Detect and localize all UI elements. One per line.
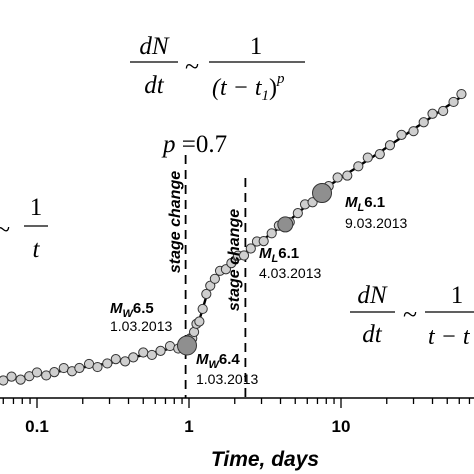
data-point [197, 303, 208, 315]
major-event-marker [277, 216, 294, 233]
data-point [362, 152, 373, 163]
x-axis-label: Time, days [211, 448, 319, 471]
event-date-mw64: 1.03.2013 [196, 371, 258, 387]
x-tick-label: 10 [332, 417, 351, 436]
event-label-mw64: MW6.4 [196, 351, 240, 371]
data-point [408, 126, 419, 137]
formula-top-den: dt [144, 72, 165, 99]
data-point [92, 361, 103, 373]
data-point [456, 88, 467, 100]
data-point [6, 371, 17, 382]
data-point [266, 228, 277, 239]
data-point [438, 105, 449, 117]
data-point [201, 288, 212, 300]
formula-right-den: dt [362, 321, 383, 348]
data-point [258, 236, 269, 247]
major-event-marker [312, 182, 333, 203]
formula-right-frac-den: t − t [428, 324, 471, 350]
formula-left-num: 1 [30, 194, 43, 221]
data-point [353, 161, 364, 172]
event-annotations: MW6.5 1.03.2013 MW6.4 1.03.2013 ML6.1 4.… [110, 194, 407, 387]
formula-top-frac-den: (t − t1)p [212, 71, 285, 104]
data-point [427, 108, 438, 119]
stage-change-label-2: stage change [226, 209, 243, 311]
formula-left-tilde: ~ [0, 215, 10, 244]
data-point [15, 374, 26, 385]
formula-top-num: dN [139, 33, 170, 60]
x-axis-ticks: 0.1 1 10 [2, 398, 471, 436]
x-tick-label: 0.1 [25, 417, 49, 436]
event-date-mw65: 1.03.2013 [110, 318, 172, 334]
p-label: p =0.7 [161, 131, 227, 158]
data-point [102, 358, 113, 369]
data-point [31, 367, 43, 378]
formula-right-frac-num: 1 [451, 282, 464, 309]
data-point [238, 250, 250, 261]
formula-left: ~ 1 t [0, 194, 48, 263]
data-point [332, 172, 343, 183]
data-point [448, 96, 459, 108]
x-tick-label: 1 [184, 417, 193, 436]
data-point [209, 273, 220, 284]
data-point [245, 243, 256, 254]
formula-left-den: t [33, 236, 41, 263]
data-point [138, 347, 149, 358]
data-point [128, 352, 139, 363]
formula-right-num: dN [357, 282, 388, 309]
data-point [292, 208, 303, 219]
event-label-mw65: MW6.5 [110, 300, 154, 320]
data-point [155, 345, 166, 356]
data-point [342, 170, 353, 181]
data-point [110, 354, 121, 365]
event-date-ml61-b: 9.03.2013 [345, 215, 407, 231]
data-point [226, 258, 237, 269]
data-point [49, 367, 60, 378]
stage-change-lines [184, 155, 247, 398]
data-point [384, 140, 396, 151]
data-point [74, 362, 85, 374]
data-point [374, 149, 385, 160]
event-label-ml61-a: ML6.1 [259, 245, 299, 265]
formula-right: dN dt ~ 1 t − t [350, 282, 474, 350]
formula-top: dN dt ~ 1 (t − t1)p [130, 33, 305, 104]
data-point [0, 375, 9, 386]
formula-right-tilde: ~ [403, 300, 417, 329]
event-date-ml61-a: 4.03.2013 [259, 265, 321, 281]
data-point [396, 129, 407, 140]
major-events [176, 182, 333, 356]
data-point [418, 117, 429, 128]
formula-top-tilde: ~ [185, 52, 199, 81]
major-event-marker [176, 335, 197, 356]
data-point [146, 349, 157, 361]
event-label-ml61-b: ML6.1 [345, 194, 385, 214]
data-point [205, 280, 216, 291]
data-point [120, 356, 131, 367]
data-point [83, 358, 95, 370]
stage-change-label-1: stage change [167, 171, 184, 273]
formula-top-frac-num: 1 [250, 33, 263, 60]
data-point [194, 316, 205, 327]
